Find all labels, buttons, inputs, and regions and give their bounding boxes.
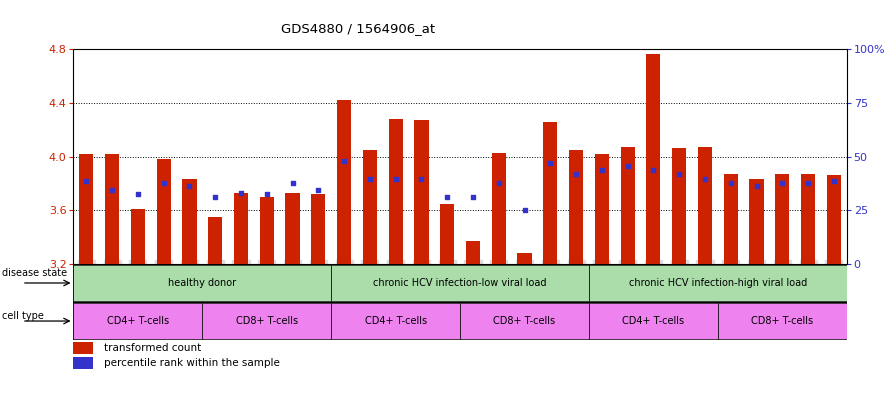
Bar [595,154,609,264]
Bar [827,175,841,264]
Bar [286,193,299,264]
Point [698,176,712,182]
Text: percentile rank within the sample: percentile rank within the sample [105,358,280,368]
Bar [73,265,332,301]
Point [724,180,738,187]
Bar [461,303,589,339]
Bar [79,154,93,264]
Point [492,180,506,187]
Bar [337,100,351,264]
Bar [569,150,583,264]
Point [543,160,557,166]
Point [620,163,634,169]
Point [440,194,454,200]
Bar [589,265,847,301]
Bar [73,303,202,339]
Bar [183,179,196,264]
Point [79,178,93,184]
Point [672,171,686,177]
Bar [492,152,506,264]
Text: CD8+ T-cells: CD8+ T-cells [236,316,297,326]
Text: CD8+ T-cells: CD8+ T-cells [751,316,814,326]
Bar [311,194,325,264]
Bar [775,174,789,264]
Bar [698,147,712,264]
Text: healthy donor: healthy donor [168,278,237,288]
Bar [801,174,815,264]
Point [517,207,531,213]
Bar [389,119,402,264]
Point [801,180,815,187]
Bar [73,342,93,354]
Point [131,191,145,197]
Point [286,180,300,187]
Bar [466,241,480,264]
Bar [131,209,145,264]
Point [595,167,609,173]
Text: chronic HCV infection-low viral load: chronic HCV infection-low viral load [374,278,547,288]
Point [363,176,377,182]
Bar [440,204,454,264]
Bar [332,265,589,301]
Bar [414,120,428,264]
Bar [202,303,332,339]
Bar [646,55,660,264]
Text: cell type: cell type [2,311,44,321]
Point [775,180,789,187]
Text: transformed count: transformed count [105,343,202,353]
Point [234,190,248,196]
Bar [260,197,274,264]
Point [208,194,222,200]
Point [337,158,351,164]
Bar [589,303,718,339]
Bar [518,253,531,264]
Bar [543,122,557,264]
Text: GDS4880 / 1564906_at: GDS4880 / 1564906_at [281,22,435,35]
Text: CD4+ T-cells: CD4+ T-cells [623,316,685,326]
Point [646,167,660,173]
Text: CD8+ T-cells: CD8+ T-cells [494,316,556,326]
Point [389,176,403,182]
Bar [749,179,763,264]
Point [105,187,119,193]
Point [749,183,763,189]
Bar [718,303,847,339]
Text: CD4+ T-cells: CD4+ T-cells [107,316,169,326]
Text: CD4+ T-cells: CD4+ T-cells [365,316,426,326]
Bar [208,217,222,264]
Point [827,178,841,184]
Text: chronic HCV infection-high viral load: chronic HCV infection-high viral load [629,278,807,288]
Point [182,183,196,189]
Bar [332,303,461,339]
Bar [621,147,634,264]
Point [414,176,428,182]
Point [311,187,325,193]
Point [260,191,274,197]
Point [466,194,480,200]
Bar [672,149,686,264]
Bar [105,154,119,264]
Bar [73,357,93,369]
Bar [234,193,248,264]
Text: disease state: disease state [2,268,67,278]
Bar [157,159,171,264]
Point [569,171,583,177]
Bar [724,174,737,264]
Bar [363,150,377,264]
Point [157,180,171,187]
